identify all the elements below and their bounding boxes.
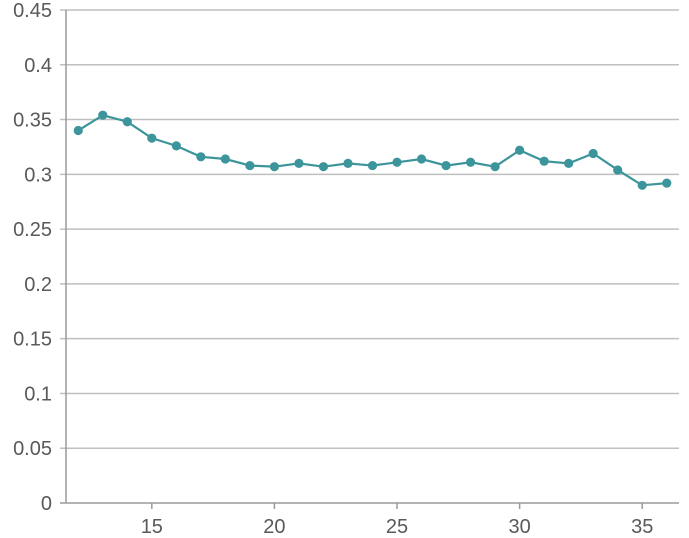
y-tick-label: 0.25 (13, 219, 52, 241)
data-point (343, 158, 353, 168)
data-point (73, 125, 83, 136)
y-tick-label: 0.2 (24, 274, 52, 296)
y-tick-label: 0.4 (24, 55, 52, 77)
data-point (441, 160, 451, 171)
y-tick-label: 0 (41, 493, 52, 515)
data-point (637, 180, 647, 190)
y-tick-label: 0.45 (13, 0, 52, 22)
data-point (662, 178, 672, 188)
x-tick-label: 15 (141, 516, 163, 538)
y-tick-label: 0.35 (13, 110, 52, 132)
data-point (269, 162, 280, 172)
data-point (392, 157, 402, 167)
data-point (294, 158, 304, 168)
x-tick-label: 30 (508, 516, 530, 538)
y-axis: 0 0.05 0.1 0.15 0.2 0.25 0.3 0.35 0.4 0.45 (13, 0, 67, 515)
data-point (564, 158, 574, 168)
y-tick-label: 0.1 (24, 383, 52, 405)
data-point (245, 160, 255, 171)
data-point (367, 160, 378, 171)
y-tick-label: 0.05 (13, 438, 52, 460)
series-layer (73, 110, 672, 190)
data-point (465, 157, 476, 167)
data-point (588, 148, 598, 159)
data-point (490, 162, 500, 172)
x-tick-label: 25 (386, 516, 408, 538)
data-point (416, 154, 427, 164)
y-tick-label: 0.15 (13, 329, 52, 351)
gridlines (60, 9, 679, 504)
data-point (613, 165, 623, 175)
data-point (539, 156, 549, 166)
data-point (147, 133, 157, 143)
data-point (196, 152, 206, 162)
data-point (515, 145, 525, 155)
data-point (122, 117, 132, 127)
x-tick-label: 35 (631, 516, 653, 538)
x-tick-label: 20 (263, 516, 285, 538)
data-point (98, 110, 108, 120)
data-point (220, 154, 230, 164)
y-tick-label: 0.3 (24, 164, 52, 186)
data-point (318, 162, 329, 172)
data-point (171, 141, 181, 151)
x-axis: 15 20 25 30 35 (141, 503, 653, 538)
